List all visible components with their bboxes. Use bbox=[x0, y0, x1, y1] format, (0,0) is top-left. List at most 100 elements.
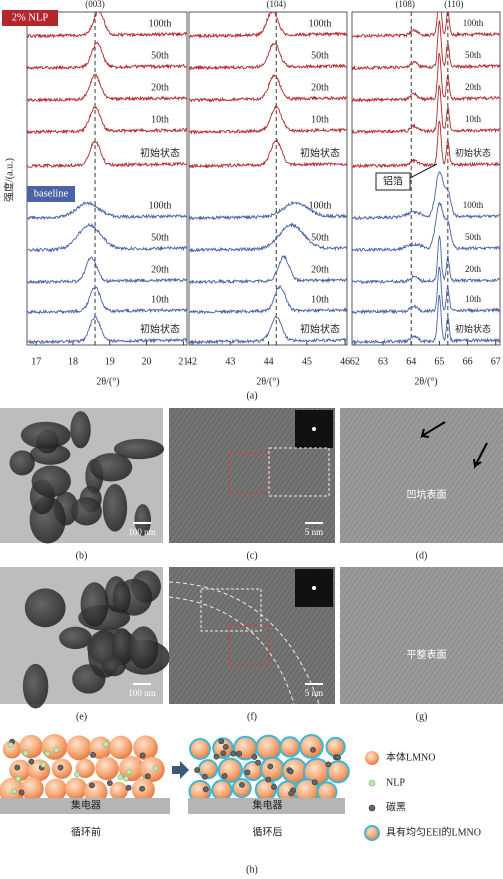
lmno-particle bbox=[254, 778, 277, 801]
particle bbox=[134, 504, 152, 536]
curve-label: 20th bbox=[151, 82, 169, 93]
curve-label: 10th bbox=[151, 294, 169, 305]
xrd-curve bbox=[352, 266, 500, 315]
xrd-curve bbox=[27, 314, 187, 345]
peak-index: (003) bbox=[85, 0, 105, 9]
lmno-particle bbox=[19, 734, 43, 759]
carbon-particle bbox=[201, 773, 208, 780]
nlp-particle bbox=[7, 742, 14, 749]
lmno-particle bbox=[279, 736, 301, 758]
x-tick-label: 43 bbox=[225, 356, 235, 367]
x-tick-label: 45 bbox=[302, 356, 312, 367]
y-axis-label: 强度/(a.u.) bbox=[2, 158, 15, 202]
xrd-curve bbox=[27, 41, 187, 71]
curve-label: 10th bbox=[465, 294, 482, 304]
curve-label: 10th bbox=[311, 294, 329, 305]
xrd-curve bbox=[189, 74, 347, 103]
xrd-curve bbox=[27, 256, 187, 285]
carbon-particle bbox=[251, 754, 258, 760]
xrd-curve bbox=[352, 52, 500, 103]
carbon-particle bbox=[325, 761, 332, 768]
callout-arrow bbox=[409, 163, 438, 179]
fft-spot bbox=[312, 586, 316, 590]
particle bbox=[112, 581, 131, 614]
lmno-particle bbox=[211, 779, 233, 801]
shade bbox=[340, 408, 503, 543]
curve-label: 100th bbox=[149, 200, 172, 211]
curve-label: 50th bbox=[311, 50, 329, 61]
curve-label: 50th bbox=[465, 232, 482, 242]
carbon-particle bbox=[310, 746, 316, 753]
boundary bbox=[168, 581, 320, 705]
carbon-particle bbox=[220, 750, 227, 757]
lmno-particle bbox=[109, 781, 128, 800]
x-axis-label: 2θ/(°) bbox=[96, 376, 119, 387]
curve-label: 50th bbox=[151, 50, 169, 61]
x-tick-label: 18 bbox=[68, 356, 78, 367]
peak-index: (104) bbox=[266, 0, 286, 9]
carbon-particle bbox=[18, 789, 25, 796]
carbon-particle bbox=[230, 750, 237, 757]
stage-label: 循环前 bbox=[71, 825, 101, 838]
legend-label: 本体LMNO bbox=[386, 750, 435, 763]
x-tick-label: 64 bbox=[406, 356, 416, 367]
curves bbox=[27, 12, 187, 345]
curve-label: 初始状态 bbox=[300, 322, 340, 335]
particle bbox=[89, 453, 133, 482]
nlp-particle bbox=[53, 747, 60, 753]
xrd-curve bbox=[27, 73, 187, 103]
carbon-particle bbox=[57, 764, 64, 771]
lmno-particle bbox=[189, 738, 211, 760]
curve-label: 100th bbox=[463, 200, 484, 210]
particle bbox=[31, 465, 71, 498]
lmno-particle bbox=[108, 735, 133, 760]
xrd-curve bbox=[352, 12, 500, 38]
lmno-particle bbox=[75, 758, 95, 779]
caption: (h) bbox=[246, 864, 258, 875]
lmno-particle bbox=[65, 777, 88, 800]
particle bbox=[113, 438, 165, 460]
xrd-curve bbox=[27, 140, 187, 169]
xrd-curve bbox=[189, 315, 347, 345]
curve-label: 20th bbox=[465, 264, 482, 274]
curve-label: 20th bbox=[465, 82, 482, 92]
nlp-particle bbox=[40, 761, 47, 768]
boundary bbox=[168, 596, 295, 705]
x-tick-label: 63 bbox=[378, 356, 388, 367]
carbon-particle bbox=[202, 786, 209, 793]
arrow bbox=[420, 421, 446, 439]
x-tick-label: 65 bbox=[434, 356, 444, 367]
legend-label: NLP bbox=[386, 777, 405, 788]
x-tick-label: 42 bbox=[187, 356, 197, 367]
legend-label: 具有均匀EEI的LMNO bbox=[386, 825, 481, 838]
curve-label: 50th bbox=[311, 232, 329, 243]
group-box bbox=[2, 10, 58, 26]
particle bbox=[71, 497, 102, 526]
curve-label: 20th bbox=[311, 82, 329, 93]
group-label: 2% NLP bbox=[12, 12, 49, 23]
caption: (d) bbox=[416, 550, 428, 561]
carbon-particle bbox=[288, 790, 295, 797]
carbon-particle bbox=[218, 738, 225, 745]
annotation: 平整表面 bbox=[407, 648, 447, 661]
carbon-particle bbox=[144, 773, 151, 780]
curve-label: 初始状态 bbox=[300, 146, 340, 159]
x-tick-label: 44 bbox=[264, 356, 274, 367]
xrd-curve bbox=[27, 200, 187, 221]
x-axis-label: 2θ/(°) bbox=[256, 376, 279, 387]
xrd-curve bbox=[27, 12, 187, 39]
caption: (c) bbox=[246, 550, 257, 561]
nlp-particle bbox=[11, 788, 17, 795]
x-tick-label: 21 bbox=[178, 356, 188, 367]
xrd-curve bbox=[27, 105, 187, 135]
process-arrow bbox=[172, 761, 189, 779]
group-box bbox=[27, 186, 75, 202]
shade bbox=[340, 567, 503, 704]
curve-label: 初始状态 bbox=[455, 147, 491, 158]
nlp-particle bbox=[22, 750, 29, 757]
scale-label: 5 nm bbox=[305, 688, 323, 698]
plot-frame bbox=[188, 11, 348, 346]
particle bbox=[80, 582, 109, 627]
particle bbox=[22, 663, 49, 709]
